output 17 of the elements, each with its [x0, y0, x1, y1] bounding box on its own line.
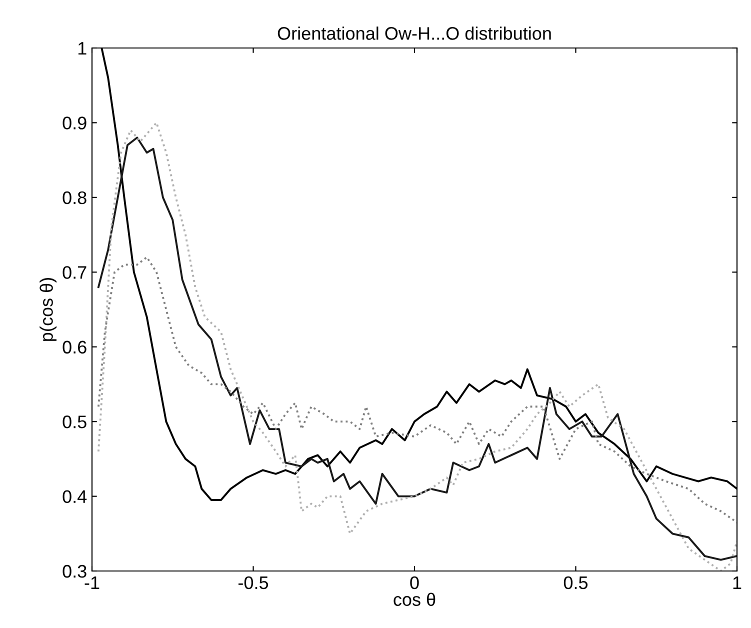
y-tick-label: 0.3 [62, 564, 86, 578]
y-tick-label: 0.9 [62, 116, 86, 130]
y-tick-label: 0.6 [62, 340, 86, 354]
y-axis-title: p(cos θ) [40, 278, 56, 341]
y-tick-label: 0.5 [62, 416, 86, 428]
y-tick-label: 0.7 [62, 266, 86, 279]
line-series [97, 256, 737, 524]
x-tick-label: -1 [84, 576, 100, 589]
y-tick-label: 1 [78, 42, 86, 55]
x-axis-title: cos θ [394, 592, 436, 606]
x-tick-label: 0.5 [564, 576, 588, 590]
x-tick-label: -0.5 [238, 576, 268, 590]
x-tick-label: 1 [733, 576, 742, 589]
x-tick-label: 0 [410, 576, 419, 590]
y-tick-label: 0.8 [62, 191, 86, 204]
chart-title: Orientational Ow-H...O distribution [278, 26, 551, 40]
y-tick-label: 0.4 [62, 490, 87, 504]
